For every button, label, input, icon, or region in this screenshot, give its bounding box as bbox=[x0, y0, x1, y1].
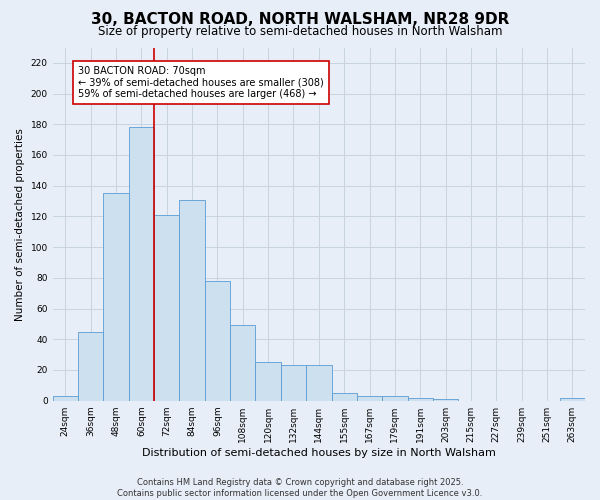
Bar bbox=[332, 393, 357, 400]
Bar bbox=[154, 215, 179, 400]
Bar bbox=[103, 194, 129, 400]
Bar bbox=[179, 200, 205, 400]
Bar bbox=[433, 399, 458, 400]
Bar bbox=[560, 398, 585, 400]
Bar bbox=[281, 366, 306, 400]
Text: 30, BACTON ROAD, NORTH WALSHAM, NR28 9DR: 30, BACTON ROAD, NORTH WALSHAM, NR28 9DR bbox=[91, 12, 509, 28]
Bar bbox=[230, 326, 256, 400]
Bar bbox=[382, 396, 407, 400]
Bar bbox=[256, 362, 281, 401]
Bar bbox=[407, 398, 433, 400]
Bar bbox=[53, 396, 78, 400]
Y-axis label: Number of semi-detached properties: Number of semi-detached properties bbox=[15, 128, 25, 320]
Bar bbox=[205, 281, 230, 400]
Text: Size of property relative to semi-detached houses in North Walsham: Size of property relative to semi-detach… bbox=[98, 25, 502, 38]
Bar bbox=[357, 396, 382, 400]
Text: 30 BACTON ROAD: 70sqm
← 39% of semi-detached houses are smaller (308)
59% of sem: 30 BACTON ROAD: 70sqm ← 39% of semi-deta… bbox=[78, 66, 324, 99]
Bar bbox=[78, 332, 103, 400]
Text: Contains HM Land Registry data © Crown copyright and database right 2025.
Contai: Contains HM Land Registry data © Crown c… bbox=[118, 478, 482, 498]
Bar bbox=[129, 128, 154, 400]
Bar bbox=[306, 366, 332, 400]
X-axis label: Distribution of semi-detached houses by size in North Walsham: Distribution of semi-detached houses by … bbox=[142, 448, 496, 458]
